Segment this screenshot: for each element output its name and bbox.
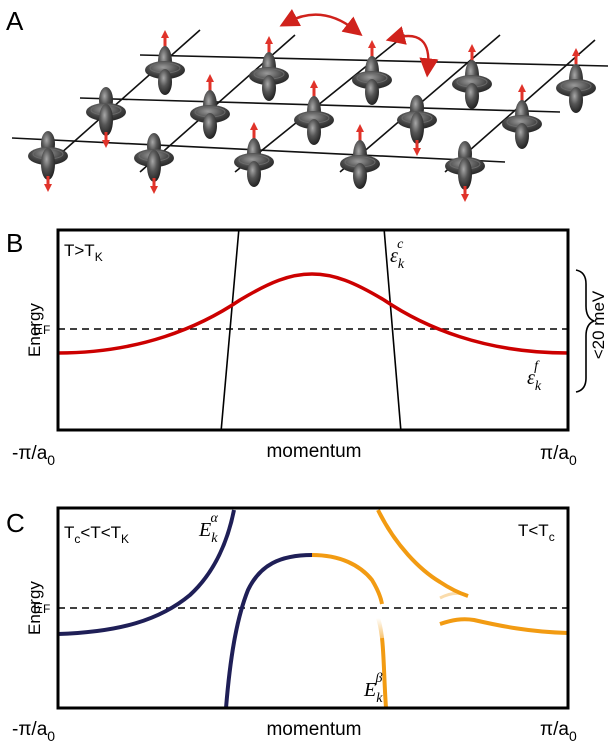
spin-exchange-arrow — [385, 26, 439, 78]
x-axis-left-tick: -π/a0 — [12, 443, 55, 468]
e-alpha-label: Ekα — [198, 511, 218, 546]
energy-scale-label: <20 meV — [589, 290, 608, 359]
panel-a-letter: A — [6, 6, 24, 36]
energy-axis-label: Energy — [25, 581, 44, 635]
e-alpha-band-lower — [58, 509, 236, 636]
panel-b-letter: B — [6, 228, 24, 258]
x-axis-right-tick: π/a0 — [540, 443, 577, 468]
e-beta-label: Ekβ — [363, 671, 383, 706]
x-axis-label: momentum — [266, 719, 361, 740]
e-beta-band-faded — [376, 617, 384, 639]
superconducting-band-lower — [439, 617, 568, 635]
x-axis-label: momentum — [266, 441, 361, 462]
f-band-curve — [58, 272, 568, 355]
fermi-level-label: EF — [33, 600, 50, 617]
conduction-band-line — [220, 230, 240, 430]
x-axis-left-tick: -π/a0 — [12, 719, 55, 744]
panel-c-letter: C — [6, 508, 25, 538]
energy-axis-label: Energy — [25, 303, 44, 357]
x-axis-right-tick: π/a0 — [540, 719, 577, 744]
e-beta-band-lower — [380, 637, 388, 708]
spin-exchange-arrow — [279, 9, 363, 36]
temperature-range-label: Tc<T<TK — [64, 523, 129, 546]
conduction-band-line — [383, 230, 402, 430]
superconducting-temperature-label: T<Tc — [518, 521, 555, 544]
fermi-level-label: EF — [33, 321, 50, 338]
temperature-label: T>TK — [64, 241, 103, 264]
f-band-label: εkf — [527, 359, 542, 394]
energy-scale-brace — [575, 269, 597, 393]
conduction-band-label: εkc — [390, 237, 405, 272]
e-alpha-band-upper — [224, 553, 313, 708]
plot-frame — [56, 506, 570, 710]
superconducting-band-upper — [376, 509, 469, 598]
plot-frame — [56, 228, 570, 432]
e-beta-band-upper — [311, 553, 384, 605]
superconducting-band-faded — [439, 592, 469, 600]
